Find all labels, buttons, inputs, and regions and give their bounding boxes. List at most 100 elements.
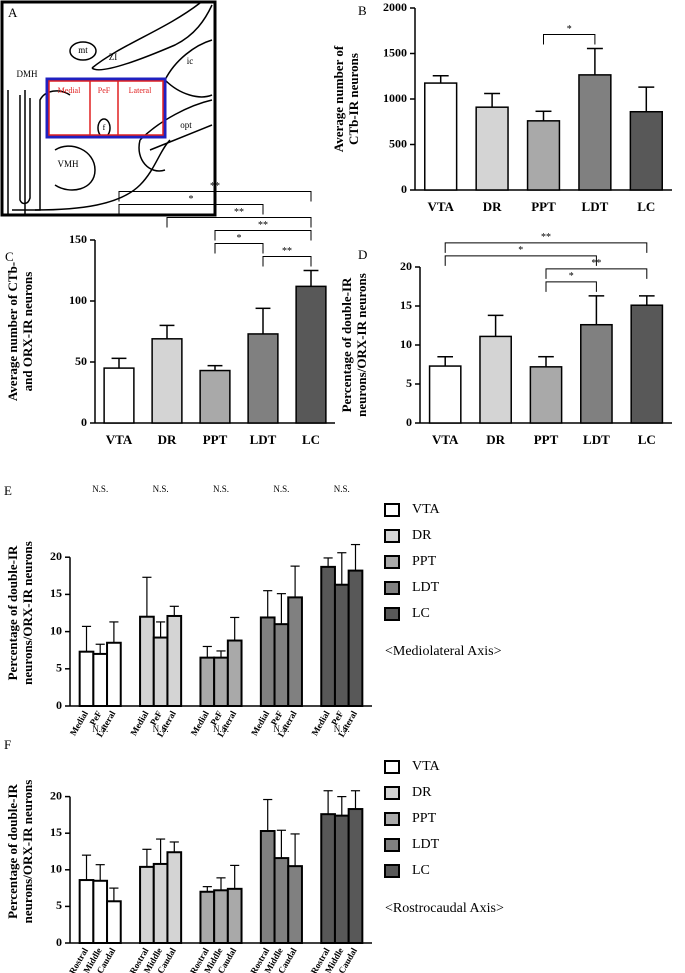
- legend-swatch: [384, 555, 400, 569]
- x-tick-label: LC: [638, 432, 656, 447]
- y-tick-label: 20: [50, 549, 62, 563]
- bar: [428, 365, 462, 424]
- y-axis-label: Percentage of double-IR: [5, 783, 20, 918]
- legend-label: PPT: [412, 554, 437, 569]
- y-tick-label: 20: [400, 259, 412, 273]
- x-tick-label: DR: [483, 199, 502, 214]
- x-tick-label: LDT: [250, 432, 277, 447]
- region-label: DMH: [16, 69, 38, 79]
- bar: [92, 652, 109, 707]
- significance-label: *: [567, 24, 572, 35]
- y-tick-label: 0: [406, 415, 412, 429]
- box-label: PeF: [98, 86, 111, 95]
- x-tick-label: VTA: [106, 432, 133, 447]
- legend-label: VTA: [412, 759, 441, 774]
- x-tick-label: DR: [158, 432, 177, 447]
- annotation: N.S.: [92, 724, 108, 734]
- bar: [320, 565, 336, 708]
- y-tick-label: 5: [406, 376, 412, 390]
- y-tick-label: 0: [56, 935, 62, 949]
- legend-label: LDT: [412, 580, 440, 595]
- panel-label: B: [358, 3, 367, 18]
- annotation: N.S.: [213, 484, 229, 494]
- significance-bracket: [118, 204, 264, 215]
- y-axis-label: neurons/ORX-IR neurons: [354, 273, 369, 417]
- bar: [213, 889, 229, 945]
- x-tick-label: PPT: [203, 432, 228, 447]
- y-tick-label: 100: [69, 293, 87, 307]
- annotation: N.S.: [213, 724, 229, 734]
- significance-bracket: [545, 281, 597, 292]
- bar: [580, 323, 613, 424]
- legend-label: LC: [412, 606, 430, 621]
- y-axis-label: Percentage of double-IR: [339, 277, 354, 412]
- bar: [166, 614, 183, 708]
- bar: [273, 857, 290, 945]
- legend-label: DR: [412, 528, 432, 543]
- bar: [287, 596, 303, 707]
- x-tick-label: Medial: [128, 709, 150, 738]
- significance-label: **: [258, 220, 268, 231]
- panel-label: D: [358, 247, 367, 262]
- y-tick-label: 500: [389, 136, 407, 150]
- x-tick-label: PPT: [531, 199, 556, 214]
- significance-label: *: [518, 245, 523, 256]
- panel-a-diagram: [0, 0, 217, 217]
- y-axis-label: neurons/ORX-IR neurons: [20, 780, 35, 924]
- box-label: Lateral: [129, 86, 152, 95]
- base-outline: [34, 139, 171, 211]
- significance-label: *: [189, 194, 194, 205]
- bar: [347, 569, 364, 707]
- bar: [273, 623, 290, 707]
- axis-note: <Rostrocaudal Axis>: [385, 901, 504, 916]
- bar: [152, 636, 169, 707]
- y-tick-label: 15: [50, 825, 62, 839]
- bar: [259, 616, 276, 707]
- bar: [152, 862, 169, 944]
- legend-label: PPT: [412, 811, 437, 826]
- y-tick-label: 2000: [383, 0, 407, 14]
- region-label: f: [103, 123, 106, 132]
- bar: [213, 656, 229, 708]
- bar: [103, 367, 135, 424]
- y-tick-label: 15: [400, 298, 412, 312]
- bar: [92, 879, 109, 945]
- bar: [199, 656, 216, 708]
- annotation: N.S.: [92, 484, 108, 494]
- ic-outline: [164, 39, 213, 98]
- bar: [78, 879, 95, 944]
- bar: [333, 814, 350, 945]
- significance-label: **: [234, 207, 244, 218]
- significance-bracket: [543, 33, 596, 45]
- x-tick-label: Medial: [249, 709, 271, 738]
- annotation: N.S.: [334, 484, 350, 494]
- frame: [0, 0, 217, 217]
- significance-bracket: [444, 255, 597, 266]
- panel-label: A: [8, 5, 18, 20]
- opt-outline: [138, 99, 213, 172]
- legend-swatch: [384, 607, 400, 621]
- bar: [199, 369, 231, 424]
- y-tick-label: 0: [81, 415, 87, 429]
- bar: [139, 865, 155, 945]
- bar: [424, 82, 458, 191]
- bar: [295, 285, 327, 424]
- panel-label: C: [5, 249, 14, 264]
- x-tick-label: LC: [302, 432, 320, 447]
- y-axis-label: and ORX-IR neurons: [20, 272, 35, 392]
- x-tick-label: LDT: [582, 199, 609, 214]
- bar: [166, 851, 183, 944]
- legend-swatch: [384, 581, 400, 595]
- axis-note: <Mediolateral Axis>: [385, 644, 502, 659]
- mt-outline: [69, 41, 97, 61]
- bar: [629, 110, 663, 191]
- significance-label: **: [210, 181, 220, 192]
- y-tick-label: 10: [400, 337, 412, 351]
- y-axis-label: Average number of: [331, 45, 346, 152]
- x-tick-label: Medial: [309, 709, 331, 738]
- legend-label: LDT: [412, 837, 440, 852]
- x-tick-label: LC: [637, 199, 655, 214]
- x-tick-label: VTA: [427, 199, 454, 214]
- significance-bracket: [444, 242, 648, 253]
